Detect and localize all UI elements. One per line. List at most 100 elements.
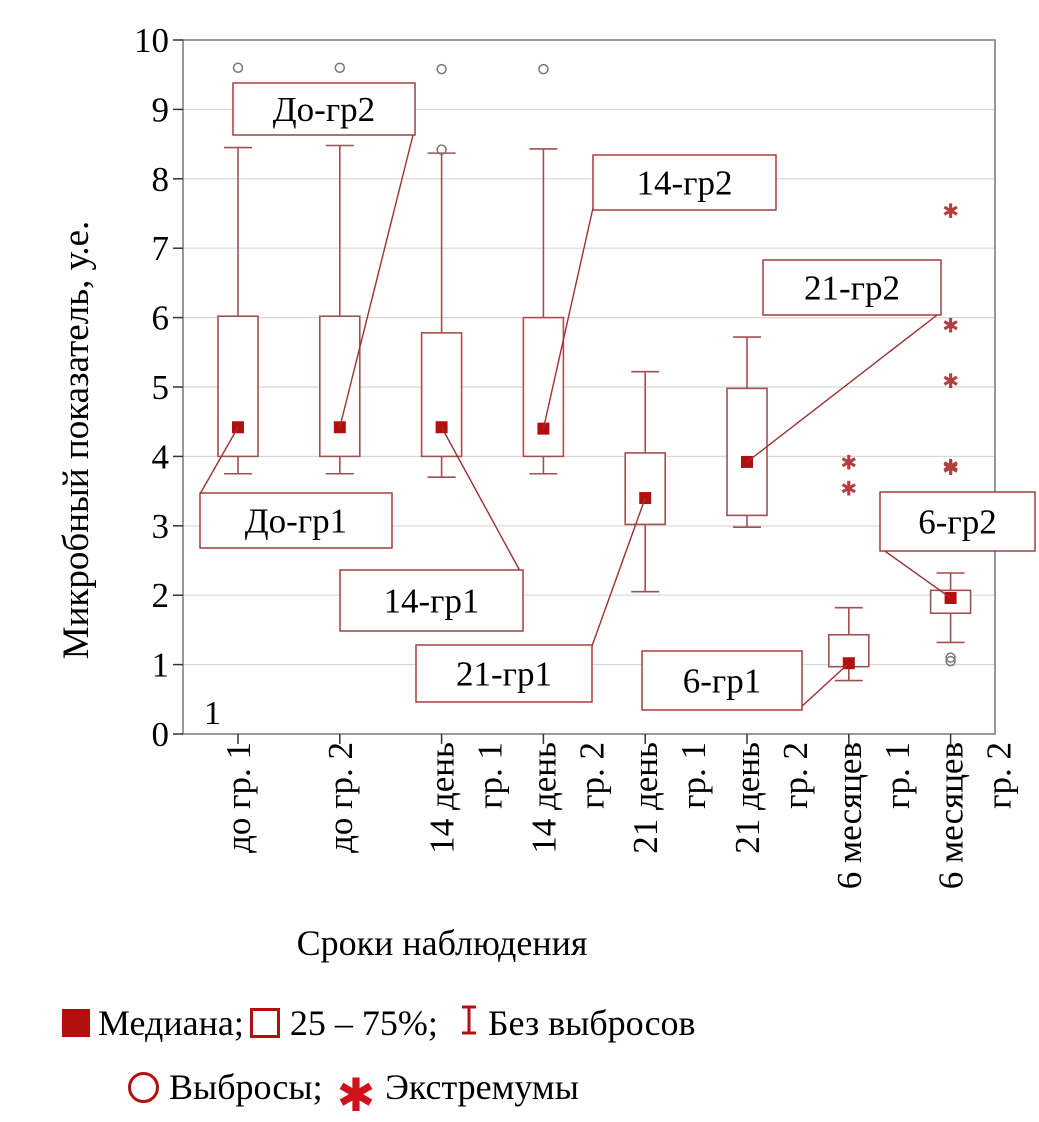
box-group — [318, 62, 361, 475]
annotation-leader-line — [591, 497, 646, 647]
annotation-leader-line — [542, 207, 594, 429]
annotation-label: 6-гр2 — [918, 503, 997, 542]
extreme-marker: ✱ — [840, 477, 857, 501]
y-tick-label: 2 — [152, 576, 170, 615]
y-axis-label: Микробный показатель, у.е. — [56, 221, 97, 660]
annotation-label: До-гр2 — [273, 90, 375, 129]
x-tick-label: гр. 1 — [471, 742, 510, 809]
x-tick-label: 21 день — [728, 742, 767, 854]
y-tick-label: 1 — [152, 646, 170, 685]
annotation-box — [879, 491, 1036, 552]
x-tick-label: гр. 2 — [980, 742, 1019, 809]
annotation-callout: 21-гр2 — [746, 259, 942, 463]
annotation-box — [199, 492, 393, 549]
extreme-marker: ✱ — [942, 199, 959, 223]
outlier-marker — [334, 62, 346, 74]
iqr-box — [522, 316, 565, 458]
iqr-box — [217, 315, 259, 458]
annotation-label: До-гр1 — [245, 502, 347, 541]
annotation-leader-line — [799, 662, 850, 709]
annotation-callout: До-гр1 — [199, 426, 393, 549]
annotation-box — [592, 154, 777, 211]
gridlines — [183, 108, 995, 666]
annotation-box — [339, 569, 524, 632]
x-tick-label: до гр. 2 — [321, 742, 360, 853]
y-tick-label: 4 — [152, 437, 170, 476]
extreme-marker: ✱ — [942, 314, 959, 338]
x-tick-label: гр. 2 — [572, 742, 611, 809]
annotation-leader-line — [881, 548, 952, 599]
annotation-callout: 21-гр1 — [415, 497, 646, 703]
annotation-leader-line — [746, 311, 942, 463]
annotation-callout: 6-гр1 — [641, 650, 850, 711]
legend-whisker-label: Без выбросов — [487, 1003, 696, 1043]
annotation-leader-line — [339, 130, 415, 428]
legend-outliers-label: Выбросы; — [169, 1067, 323, 1107]
legend-box-label: 25 – 75%; — [289, 1003, 438, 1043]
iqr-box — [726, 387, 768, 517]
annotation-callout: 6-гр2 — [879, 491, 1036, 599]
annotation-label: 14-гр1 — [383, 582, 479, 621]
median-legend-icon — [62, 1009, 90, 1037]
legend-row-1: Медиана; 25 – 75%; Без выбросов — [62, 1002, 696, 1044]
extreme-marker: ✱ — [840, 450, 857, 474]
x-tick-label: до гр. 1 — [219, 742, 258, 853]
y-tick-label: 0 — [152, 715, 170, 754]
y-tick-label: 6 — [152, 299, 170, 338]
x-axis-label: Сроки наблюдения — [297, 923, 588, 963]
annotation-box — [641, 650, 803, 711]
iqr-box — [318, 315, 361, 458]
box-group: ✱✱✱✱✱ — [929, 199, 972, 667]
legend-median-label: Медиана; — [98, 1003, 244, 1043]
box-group — [624, 370, 667, 593]
y-tick-label: 7 — [152, 229, 170, 268]
box-legend-icon — [249, 1008, 280, 1038]
annotation-leader-line — [199, 426, 239, 495]
x-tick-label: 21 день — [626, 742, 665, 854]
extreme-marker: ✱ — [942, 369, 959, 393]
box-group — [726, 336, 768, 528]
outlier-marker — [538, 63, 549, 75]
extreme-legend-icon: ✱ — [336, 1068, 376, 1122]
annotation-label: 14-гр2 — [636, 164, 732, 203]
annotation-label: 21-гр1 — [456, 655, 552, 694]
extreme-marker: ✱ — [942, 454, 959, 478]
legend-row-2: Выбросы; ✱ Экстремумы — [128, 1066, 579, 1122]
annotation-callout: 14-гр1 — [339, 426, 524, 632]
legend-extremes-label: Экстремумы — [385, 1067, 579, 1107]
x-tick-label: гр. 1 — [878, 742, 917, 809]
annotations: До-гр2 До-гр1 14-гр2 14-гр1 21-гр2 21-гр1 6-гр… — [199, 82, 1036, 711]
x-tick-label: 14 день — [524, 742, 563, 854]
annotation-box — [232, 82, 416, 136]
x-tick-label: 6 месяцев — [830, 742, 869, 889]
iqr-box — [420, 332, 463, 458]
iqr-box — [624, 452, 667, 526]
annotation-callout: До-гр2 — [232, 82, 416, 428]
boxes: ✱✱✱✱✱✱✱ — [217, 62, 972, 682]
whisker-legend-icon — [460, 1002, 478, 1044]
outlier-marker — [945, 652, 956, 663]
y-tick-label: 10 — [134, 21, 169, 60]
outlier-marker — [945, 655, 956, 667]
y-tick-label: 8 — [152, 160, 170, 199]
annotation-box — [415, 644, 593, 703]
outlier-marker — [232, 62, 244, 74]
extreme-marker: ✱ — [942, 456, 959, 480]
annotation-leader-line — [440, 426, 521, 572]
x-tick-label: 14 день — [423, 742, 462, 854]
outlier-legend-icon — [128, 1071, 159, 1103]
y-tick-label: 9 — [152, 90, 170, 129]
x-tick-label: гр. 1 — [674, 742, 713, 809]
panel-label: 1 — [204, 695, 221, 732]
box-group — [420, 63, 463, 479]
y-tick-label: 3 — [152, 507, 170, 546]
y-axis-ticks: 0 1 2 3 4 5 6 7 8 9 10 — [134, 21, 183, 754]
outlier-marker — [436, 144, 447, 155]
box-group — [522, 63, 565, 475]
x-tick-label: 6 месяцев — [932, 742, 971, 889]
x-tick-label: гр. 2 — [776, 742, 815, 809]
annotation-callout: 14-гр2 — [542, 154, 777, 429]
annotation-label: 21-гр2 — [804, 269, 900, 308]
x-axis-ticks: до гр. 1 до гр. 2 14 день гр. 1 14 день гр. 2… — [219, 734, 1019, 889]
outlier-marker — [436, 63, 447, 75]
